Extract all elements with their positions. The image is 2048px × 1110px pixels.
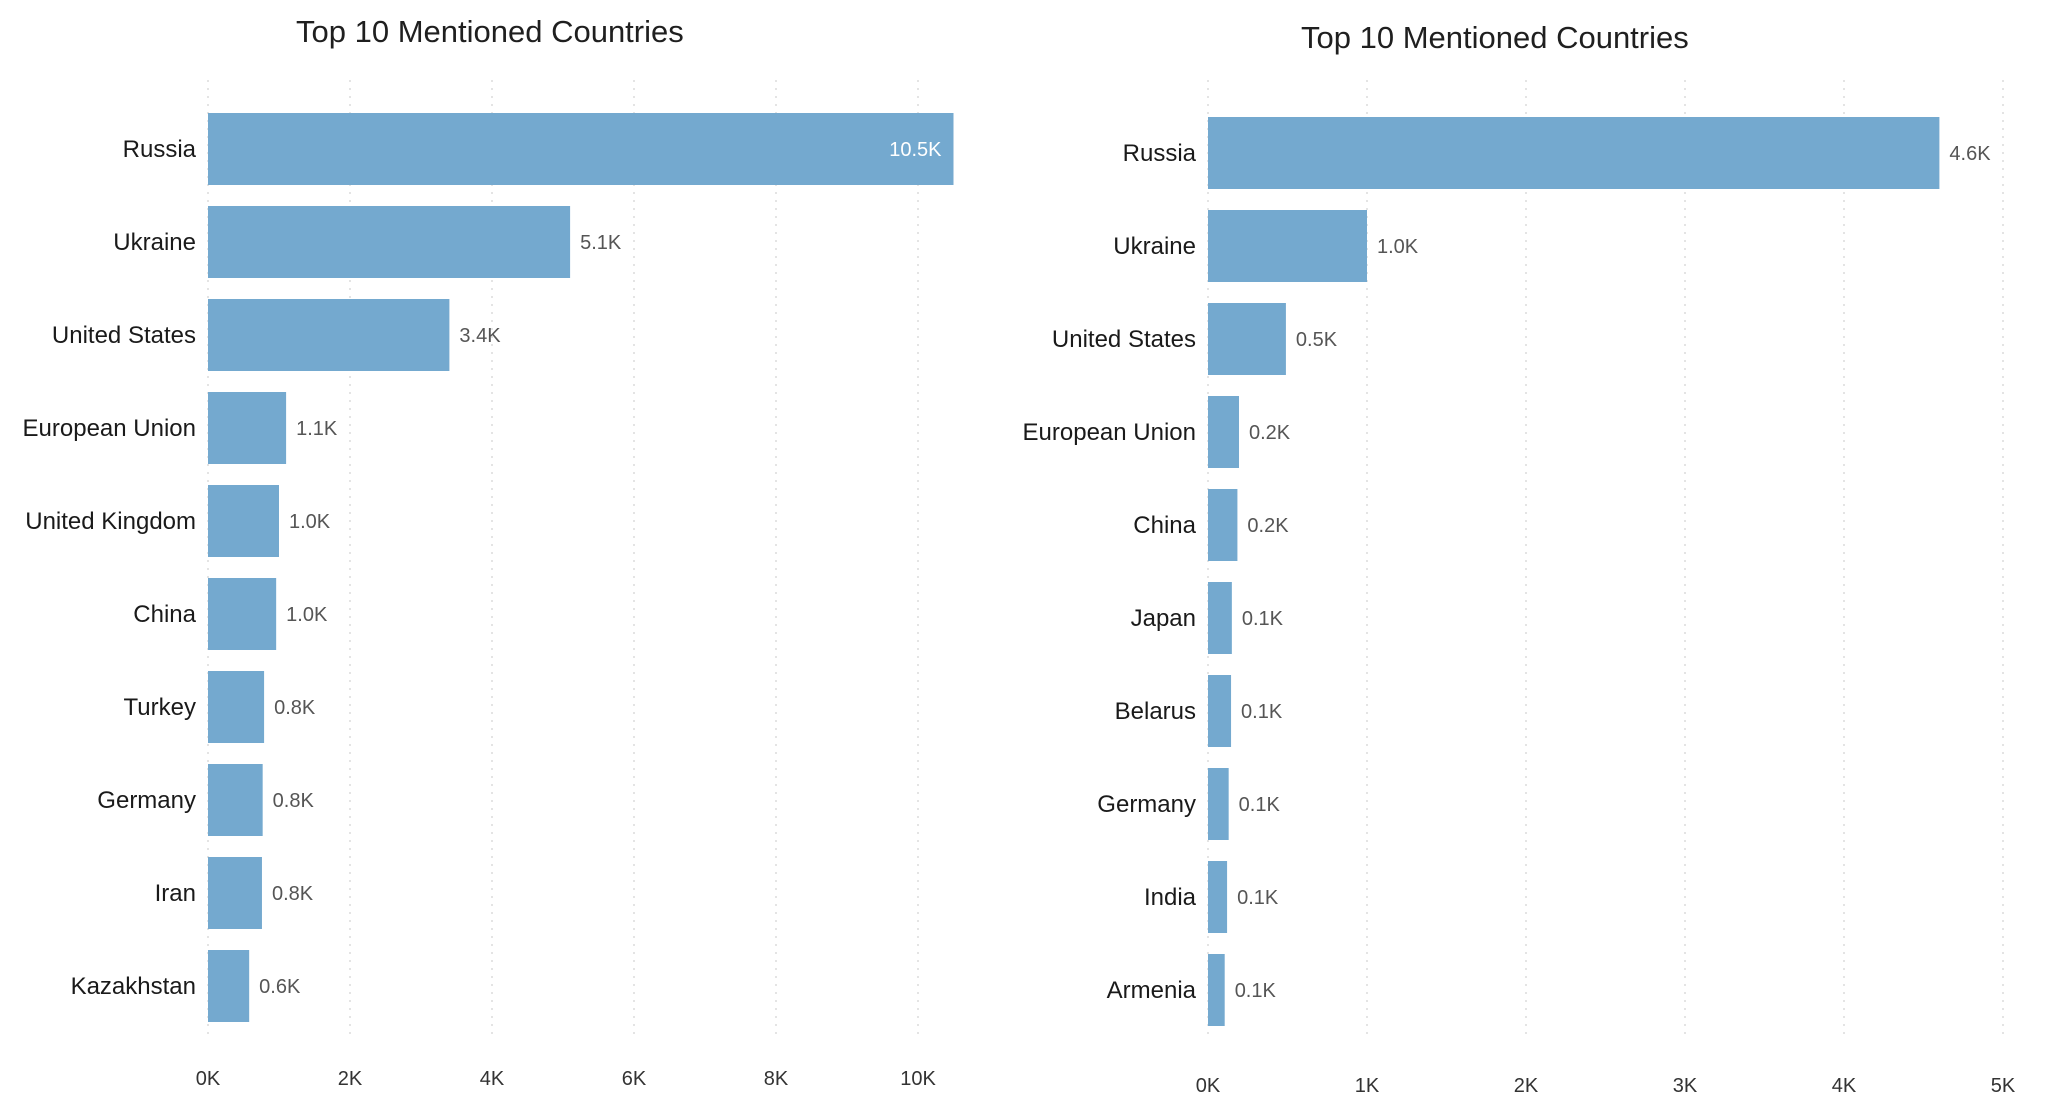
value-label-left-7: 0.8K	[273, 790, 315, 812]
category-label-right-6: Belarus	[1115, 698, 1196, 725]
category-label-left-0: Russia	[123, 136, 197, 163]
x-tick-label-left-3: 6K	[622, 1068, 647, 1090]
value-label-right-7: 0.1K	[1239, 794, 1281, 816]
x-tick-label-left-2: 4K	[480, 1068, 505, 1090]
value-label-left-5: 1.0K	[286, 604, 328, 626]
bar-left-0	[208, 113, 954, 185]
x-tick-label-left-1: 2K	[338, 1068, 363, 1090]
value-label-left-0: 10.5K	[889, 139, 942, 161]
value-label-left-8: 0.8K	[272, 883, 314, 905]
category-label-left-4: United Kingdom	[25, 508, 196, 535]
x-tick-label-left-5: 10K	[900, 1068, 936, 1090]
category-label-left-1: Ukraine	[113, 229, 196, 256]
value-label-left-6: 0.8K	[274, 697, 316, 719]
value-label-left-1: 5.1K	[580, 232, 622, 254]
x-tick-label-right-0: 0K	[1196, 1075, 1221, 1097]
value-label-left-4: 1.0K	[289, 511, 331, 533]
category-label-left-7: Germany	[97, 787, 196, 814]
x-tick-label-right-5: 5K	[1991, 1075, 2016, 1097]
chart-title-left: Top 10 Mentioned Countries	[296, 14, 684, 49]
category-label-left-8: Iran	[155, 880, 196, 907]
chart-right-svg: 0K 1K 2K 3K 4K 5K Russia 4.6K Ukraine 1.0K United …	[1023, 80, 2016, 1097]
value-label-left-3: 1.1K	[296, 418, 338, 440]
x-tick-label-left-0: 0K	[196, 1068, 221, 1090]
category-label-right-0: Russia	[1123, 140, 1197, 167]
chart-title-right: Top 10 Mentioned Countries	[1301, 20, 1689, 55]
bar-right-8	[1208, 861, 1228, 933]
bar-left-1	[208, 206, 571, 278]
bar-right-0	[1208, 117, 1940, 189]
bar-left-5	[208, 578, 277, 650]
category-label-right-3: European Union	[1023, 419, 1196, 446]
value-label-right-8: 0.1K	[1237, 887, 1279, 909]
value-label-right-0: 4.6K	[1949, 143, 1991, 165]
bar-right-1	[1208, 210, 1367, 282]
category-label-right-2: United States	[1052, 326, 1196, 353]
value-label-right-2: 0.5K	[1296, 329, 1338, 351]
x-tick-label-left-4: 8K	[764, 1068, 789, 1090]
category-label-right-1: Ukraine	[1113, 233, 1196, 260]
bar-right-5	[1208, 582, 1232, 654]
category-label-right-8: India	[1144, 884, 1197, 911]
category-label-right-5: Japan	[1131, 605, 1196, 632]
bar-right-9	[1208, 954, 1225, 1026]
x-tick-label-right-4: 4K	[1832, 1075, 1857, 1097]
x-tick-label-right-3: 3K	[1673, 1075, 1698, 1097]
category-label-left-9: Kazakhstan	[71, 973, 196, 1000]
bar-left-3	[208, 392, 287, 464]
bar-left-9	[208, 950, 250, 1022]
value-label-right-4: 0.2K	[1247, 515, 1289, 537]
x-tick-label-right-2: 2K	[1514, 1075, 1539, 1097]
value-label-right-9: 0.1K	[1235, 980, 1277, 1002]
bar-right-7	[1208, 768, 1229, 840]
category-label-right-7: Germany	[1097, 791, 1196, 818]
category-label-left-5: China	[133, 601, 196, 628]
bar-left-2	[208, 299, 450, 371]
bar-left-7	[208, 764, 263, 836]
bar-left-6	[208, 671, 265, 743]
bar-left-4	[208, 485, 279, 557]
bar-right-2	[1208, 303, 1286, 375]
category-label-right-9: Armenia	[1107, 977, 1197, 1004]
chart-left-svg: 0K 2K 4K 6K 8K 10K Russia 10.5K Ukraine 5.1K Unite…	[23, 80, 954, 1090]
category-label-left-3: European Union	[23, 415, 196, 442]
chart-left: Top 10 Mentioned Countries 0K 2K 4K 6K 8K 10K…	[23, 14, 954, 1090]
value-label-right-3: 0.2K	[1249, 422, 1291, 444]
value-label-right-1: 1.0K	[1377, 236, 1419, 258]
bar-right-3	[1208, 396, 1240, 468]
value-label-right-5: 0.1K	[1242, 608, 1284, 630]
bar-right-4	[1208, 489, 1238, 561]
category-label-left-6: Turkey	[124, 694, 196, 721]
bar-left-8	[208, 857, 262, 929]
value-label-left-2: 3.4K	[459, 325, 501, 347]
value-label-right-6: 0.1K	[1241, 701, 1283, 723]
bar-right-6	[1208, 675, 1232, 747]
x-tick-label-right-1: 1K	[1355, 1075, 1380, 1097]
category-label-right-4: China	[1133, 512, 1196, 539]
chart-right: Top 10 Mentioned Countries 0K 1K 2K 3K 4K 5K R…	[1000, 0, 2048, 1110]
value-label-left-9: 0.6K	[259, 976, 301, 998]
category-label-left-2: United States	[52, 322, 196, 349]
